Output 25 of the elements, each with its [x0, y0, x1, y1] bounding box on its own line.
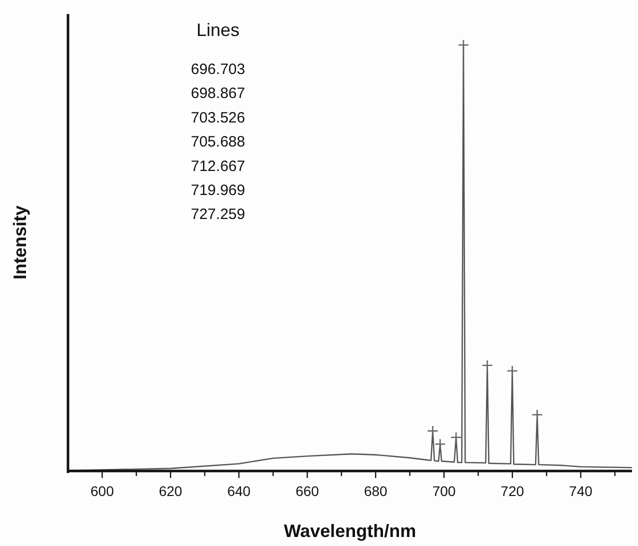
point	[506, 365, 518, 377]
x-tick-label: 620	[158, 483, 182, 499]
x-tick-label: 680	[364, 483, 388, 499]
x-tick-label: 640	[227, 483, 251, 499]
x-tick-label: 700	[432, 483, 456, 499]
point	[458, 39, 470, 51]
annotation: 705.688	[190, 134, 246, 151]
x-axis-title: Wavelength/nm	[284, 521, 416, 541]
point	[450, 432, 462, 443]
annotation: 696.703	[190, 61, 246, 78]
point	[482, 360, 493, 371]
x-tick-label: 740	[569, 483, 593, 499]
x-tick-label: 720	[500, 483, 524, 499]
x-tick-label: 600	[90, 483, 114, 499]
annotation: 712.667	[190, 158, 246, 175]
x-tick-label: 660	[296, 483, 320, 499]
text: Lines	[196, 20, 240, 40]
point	[427, 425, 438, 437]
annotation: 719.969	[190, 182, 246, 199]
point	[532, 409, 543, 420]
annotation: 698.867	[190, 85, 246, 102]
y-axis-title: Intensity	[10, 205, 30, 280]
annotation: 727.259	[190, 206, 246, 224]
point	[434, 438, 446, 450]
annotation: 703.526	[190, 109, 246, 126]
